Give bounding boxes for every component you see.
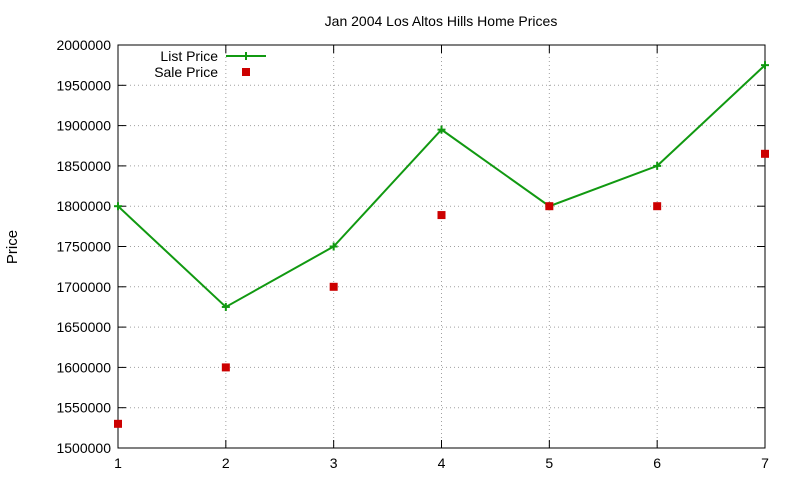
legend-swatch-square <box>242 68 250 76</box>
series-layer <box>114 61 769 428</box>
x-tick-label: 4 <box>438 455 446 471</box>
y-tick-label: 1900000 <box>56 118 111 134</box>
sale-price-point <box>221 363 230 372</box>
legend-label: List Price <box>160 48 218 64</box>
chart-title: Jan 2004 Los Altos Hills Home Prices <box>325 13 558 29</box>
list-price-point <box>329 242 338 251</box>
list-price-point <box>653 161 662 170</box>
legend-label: Sale Price <box>154 64 218 80</box>
sale-price-point <box>761 149 769 158</box>
y-tick-label: 1600000 <box>56 359 111 375</box>
x-tick-label: 7 <box>761 455 769 471</box>
x-tick-label: 2 <box>222 455 230 471</box>
y-tick-label: 1950000 <box>56 77 111 93</box>
y-tick-label: 1650000 <box>56 319 111 335</box>
sale-price-point <box>545 202 554 211</box>
y-tick-label: 1850000 <box>56 158 111 174</box>
sale-price-point <box>653 202 662 211</box>
y-tick-label: 1550000 <box>56 400 111 416</box>
y-tick-label: 1700000 <box>56 279 111 295</box>
y-tick-label: 1750000 <box>56 239 111 255</box>
y-tick-labels: 1500000 1550000 1600000 1650000 1700000 17500… <box>56 37 111 456</box>
sale-price-point <box>329 282 338 291</box>
list-price-point <box>221 302 230 311</box>
x-tick-label: 6 <box>653 455 661 471</box>
x-tick-label: 5 <box>545 455 553 471</box>
sale-price-point <box>114 419 122 428</box>
list-price-point <box>114 202 122 211</box>
list-price-point <box>437 125 446 134</box>
grid-lines <box>118 45 765 448</box>
y-tick-label: 1500000 <box>56 440 111 456</box>
x-tick-label: 3 <box>330 455 338 471</box>
y-tick-label: 1800000 <box>56 198 111 214</box>
sale-price-point <box>437 211 446 220</box>
y-axis-label: Price <box>4 230 21 264</box>
x-tick-label: 1 <box>114 455 122 471</box>
list-price-point <box>761 61 769 70</box>
x-tick-labels: 1 2 3 4 5 6 7 <box>114 455 769 471</box>
y-tick-label: 2000000 <box>56 37 111 53</box>
series-1 <box>114 149 769 428</box>
